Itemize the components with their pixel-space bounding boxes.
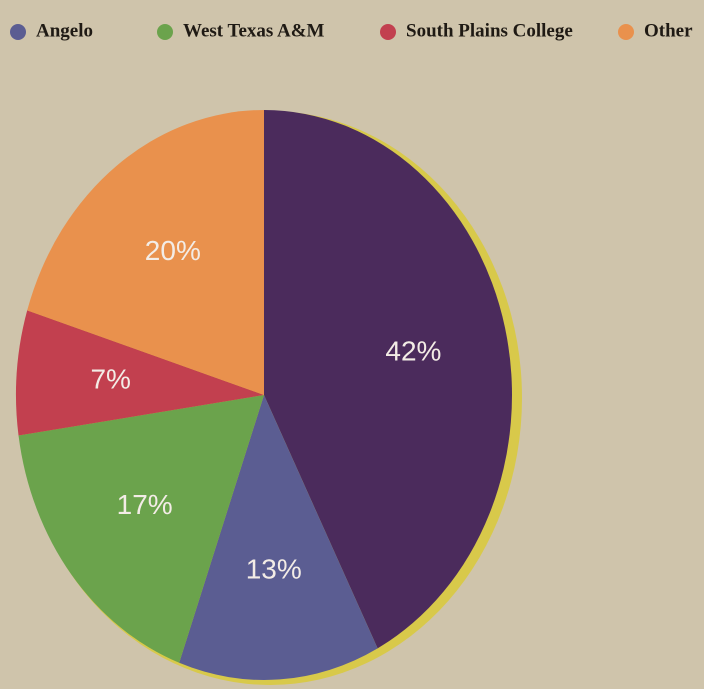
legend: Angelo West Texas A&M South Plains College… [10,20,693,41]
legend-label: South Plains College [406,20,573,41]
pie-slice [27,110,264,395]
slice-label: 20% [145,235,201,266]
pie-slice [264,110,513,649]
slice-label: 17% [117,489,173,520]
legend-swatch [157,24,173,40]
legend-label: West Texas A&M [183,20,325,41]
pie-slice [18,395,265,663]
legend-swatch [618,24,634,40]
legend-label: Other [644,20,693,41]
legend-swatch [10,24,26,40]
legend-label: Angelo [36,20,93,41]
pie-slice [179,395,378,680]
slice-label: 13% [246,554,302,585]
pie: 42% 13% 17% 7% 20% [16,110,513,680]
legend-swatch [380,24,396,40]
slice-label: 42% [385,336,441,367]
slice-label: 7% [90,363,130,394]
pie-slice [16,310,264,436]
